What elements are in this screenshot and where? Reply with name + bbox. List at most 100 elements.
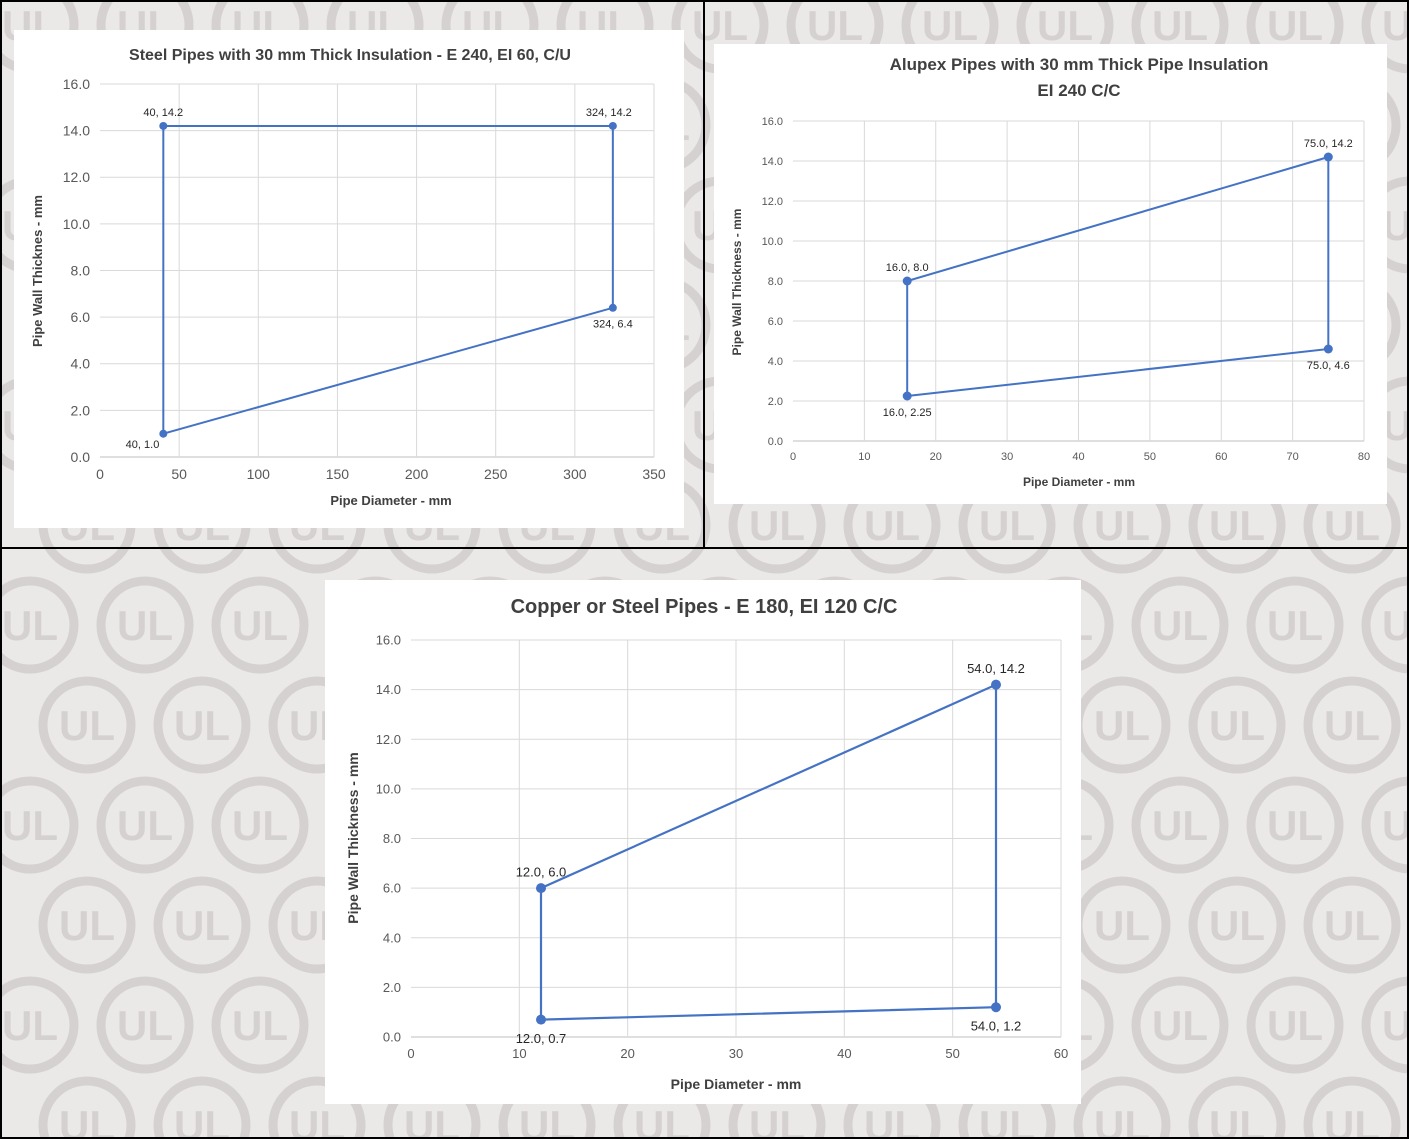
x-tick-label: 0 <box>790 451 796 463</box>
x-tick-label: 40 <box>837 1046 851 1061</box>
svg-text:UL: UL <box>1267 1002 1323 1049</box>
ul-logo-icon: UL <box>1073 1076 1171 1139</box>
svg-text:UL: UL <box>1152 2 1208 49</box>
svg-text:UL: UL <box>519 1102 575 1139</box>
frame-border-right <box>1407 0 1409 1139</box>
data-point-marker <box>536 1014 546 1025</box>
svg-text:UL: UL <box>1209 902 1265 949</box>
svg-text:UL: UL <box>1324 702 1380 749</box>
ul-logo-icon: UL <box>1131 976 1229 1074</box>
x-tick-label: 50 <box>171 466 187 482</box>
svg-text:UL: UL <box>232 1002 288 1049</box>
svg-text:UL: UL <box>2 802 58 849</box>
ul-logo-icon: UL <box>211 976 309 1074</box>
y-tick-label: 2.0 <box>383 980 401 995</box>
x-axis-label: Pipe Diameter - mm <box>330 493 451 508</box>
y-tick-label: 2.0 <box>71 402 91 418</box>
svg-text:UL: UL <box>2 1002 58 1049</box>
ul-logo-icon: UL <box>1361 776 1409 874</box>
data-point-marker <box>1323 152 1333 162</box>
chart-alupex-pipes-svg: Alupex Pipes with 30 mm Thick Pipe Insul… <box>730 55 1370 489</box>
y-tick-label: 16.0 <box>63 76 90 92</box>
data-label: 75.0, 4.6 <box>1307 360 1350 372</box>
svg-text:UL: UL <box>117 802 173 849</box>
svg-text:UL: UL <box>1209 502 1265 549</box>
ul-logo-icon: UL <box>96 776 194 874</box>
x-tick-label: 0 <box>407 1046 414 1061</box>
svg-text:UL: UL <box>2 602 58 649</box>
chart-subtitle: EI 240 C/C <box>1037 81 1120 100</box>
frame-border-left <box>0 0 2 1139</box>
chart-title: Steel Pipes with 30 mm Thick Insulation … <box>129 47 571 64</box>
y-axis-label: Pipe Wall Thicknes - mm <box>30 195 45 347</box>
data-label: 324, 14.2 <box>586 107 632 119</box>
y-tick-label: 8.0 <box>383 831 401 846</box>
x-tick-label: 60 <box>1054 1046 1068 1061</box>
data-point-marker <box>991 1002 1001 1013</box>
data-point-marker <box>159 429 168 438</box>
svg-text:UL: UL <box>1382 602 1409 649</box>
y-tick-label: 0.0 <box>383 1030 401 1045</box>
ul-logo-icon: UL <box>1303 1076 1401 1139</box>
svg-text:UL: UL <box>979 1102 1035 1139</box>
svg-text:UL: UL <box>1267 2 1323 49</box>
svg-text:UL: UL <box>59 902 115 949</box>
x-axis-label: Pipe Diameter - mm <box>1023 475 1135 489</box>
chart-steel-pipes: Steel Pipes with 30 mm Thick Insulation … <box>14 30 684 528</box>
svg-text:UL: UL <box>1382 1002 1409 1049</box>
x-tick-label: 50 <box>945 1046 959 1061</box>
ul-logo-icon: UL <box>38 676 136 774</box>
x-tick-label: 80 <box>1358 451 1370 463</box>
svg-text:UL: UL <box>807 2 863 49</box>
y-tick-label: 8.0 <box>71 262 91 278</box>
data-point-marker <box>1323 344 1333 354</box>
x-tick-label: 30 <box>729 1046 743 1061</box>
x-tick-label: 20 <box>620 1046 634 1061</box>
ul-logo-icon: UL <box>96 976 194 1074</box>
ul-logo-icon: UL <box>211 776 309 874</box>
data-point-marker <box>608 121 617 130</box>
y-tick-label: 6.0 <box>383 881 401 896</box>
svg-text:UL: UL <box>1267 602 1323 649</box>
frame-border-bottom <box>0 1137 1409 1139</box>
y-tick-label: 10.0 <box>762 236 783 248</box>
chart-title: Copper or Steel Pipes - E 180, EI 120 C/… <box>511 596 898 618</box>
svg-text:UL: UL <box>979 502 1035 549</box>
ul-logo-icon: UL <box>1073 676 1171 774</box>
x-tick-label: 100 <box>247 466 271 482</box>
ul-logo-icon: UL <box>153 876 251 974</box>
x-tick-label: 40 <box>1072 451 1084 463</box>
ul-logo-icon: UL <box>0 576 79 674</box>
y-tick-label: 6.0 <box>71 309 91 325</box>
data-label: 54.0, 1.2 <box>971 1019 1022 1034</box>
y-tick-label: 4.0 <box>383 930 401 945</box>
ul-logo-icon: UL <box>728 1076 826 1139</box>
y-tick-label: 14.0 <box>63 123 90 139</box>
svg-text:UL: UL <box>59 702 115 749</box>
svg-text:UL: UL <box>1267 802 1323 849</box>
x-tick-label: 150 <box>326 466 350 482</box>
y-tick-label: 10.0 <box>63 216 90 232</box>
data-label: 75.0, 14.2 <box>1304 138 1353 150</box>
y-tick-label: 16.0 <box>376 633 401 648</box>
data-label: 12.0, 0.7 <box>516 1031 567 1046</box>
svg-text:UL: UL <box>174 702 230 749</box>
data-label: 12.0, 6.0 <box>516 864 567 879</box>
svg-text:UL: UL <box>634 1102 690 1139</box>
svg-text:UL: UL <box>749 1102 805 1139</box>
svg-text:UL: UL <box>922 2 978 49</box>
ul-logo-icon: UL <box>1131 776 1229 874</box>
svg-text:UL: UL <box>1382 802 1409 849</box>
svg-text:UL: UL <box>1094 502 1150 549</box>
ul-logo-icon: UL <box>0 776 79 874</box>
x-tick-label: 60 <box>1215 451 1227 463</box>
svg-text:UL: UL <box>117 602 173 649</box>
svg-text:UL: UL <box>404 1102 460 1139</box>
y-tick-label: 16.0 <box>762 116 783 128</box>
ul-logo-icon: UL <box>1361 576 1409 674</box>
svg-text:UL: UL <box>59 1102 115 1139</box>
svg-text:UL: UL <box>1209 702 1265 749</box>
svg-text:UL: UL <box>1094 902 1150 949</box>
series-line <box>539 682 998 1021</box>
ul-logo-icon: UL <box>1303 676 1401 774</box>
